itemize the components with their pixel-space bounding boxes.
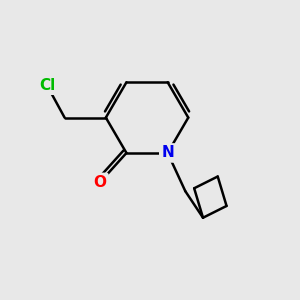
Text: O: O [93,175,106,190]
Text: Cl: Cl [39,78,55,93]
Text: N: N [161,146,174,160]
